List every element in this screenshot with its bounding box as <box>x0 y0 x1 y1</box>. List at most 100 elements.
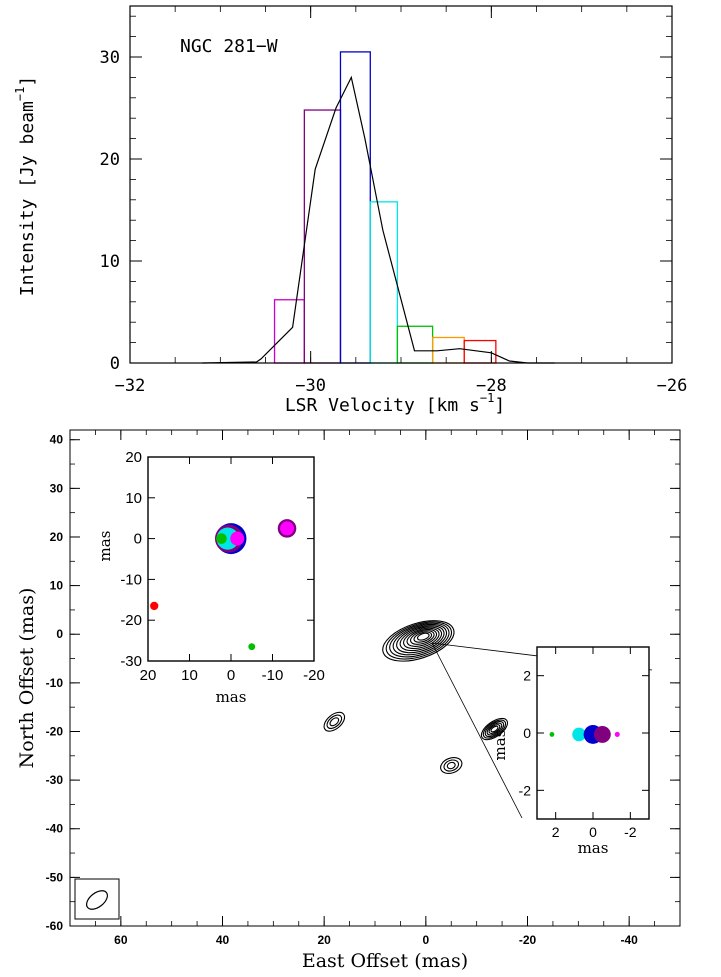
contour-level <box>490 725 499 733</box>
inset-x-tick-label: 0 <box>589 824 597 840</box>
beam-frame <box>74 878 120 920</box>
map-x-ticks: 60 40 20 0 -20 -40 <box>69 430 681 947</box>
spectrum-panel: −32 −30 −28 −26 0 10 20 30 NGC 281−W LSR Veloc… <box>13 5 688 416</box>
contour-level <box>440 757 463 774</box>
map-y-tick-label: -60 <box>46 919 64 933</box>
spectrum-x-tick-label: −30 <box>295 376 326 396</box>
map-x-tick-label: 40 <box>216 933 230 947</box>
contour-level <box>410 630 435 645</box>
beam-box <box>74 878 120 920</box>
contour-level <box>488 724 501 734</box>
contour-level <box>480 717 509 741</box>
contour-level <box>396 625 445 654</box>
map-y-tick-label: 40 <box>50 433 64 447</box>
inset-y-tick-label: -10 <box>120 571 142 588</box>
contour-level <box>413 631 433 643</box>
maser-spot <box>230 531 245 546</box>
inset-y-tick-label: -2 <box>519 782 532 798</box>
spectrum-y-axis-label: Intensity [Jy beam−1] <box>13 76 38 296</box>
contour-level <box>486 722 503 736</box>
spectrum-x-axis-label-sup: −1 <box>480 391 494 405</box>
contour-level <box>323 711 346 732</box>
spectrum-x-axis-label: LSR Velocity [km s−1] <box>285 391 505 416</box>
inset-wide-x-ticks: 20 10 0 -10 -20 <box>140 457 325 684</box>
contour-level <box>326 714 343 729</box>
histogram-bar <box>396 325 434 364</box>
spectrum-annotation: NGC 281−W <box>180 36 278 57</box>
maser-spot <box>572 727 586 742</box>
maser-spot <box>150 601 159 611</box>
inset-x-tick-label: 20 <box>140 667 157 684</box>
inset-wide-points <box>150 519 297 651</box>
contour-level <box>482 719 507 739</box>
inset-y-tick-label: 2 <box>523 668 531 684</box>
map-y-axis-label: North Offset (mas) <box>16 588 38 769</box>
spectrum-x-axis-label-main: LSR Velocity [km s <box>285 395 480 416</box>
contour-level <box>389 622 450 658</box>
spectrum-y-tick-label: 10 <box>100 252 120 272</box>
inset-x-tick-label: 10 <box>181 667 198 684</box>
contour-level <box>406 628 438 647</box>
map-y-tick-label: 10 <box>50 579 64 593</box>
inset-zoom-x-ticks: 2 0 -2 <box>552 647 637 840</box>
map-y-tick-label: 30 <box>50 481 64 495</box>
maser-spot <box>614 731 620 737</box>
histogram-bar <box>273 299 305 364</box>
histogram-bar <box>339 51 371 364</box>
inset-zoom-panel: 2 0 -2 2 0 -2 mas mas <box>491 646 650 857</box>
spectrum-y-axis-label-close: ] <box>17 76 38 87</box>
inset-wide-panel: 20 10 0 -10 -20 20 10 0 -10 -20 -30 mas mas <box>96 449 325 706</box>
spectrum-y-ticks: 0 10 20 30 <box>100 15 672 374</box>
inset-zoom-x-axis-label: mas <box>578 839 609 857</box>
inset-zoom-y-ticks: 2 0 -2 <box>519 668 649 798</box>
inset-zoom-points <box>549 725 620 744</box>
spectrum-plot-frame <box>129 5 673 364</box>
inset-y-tick-label: 0 <box>134 531 142 548</box>
maser-spot <box>248 643 256 651</box>
contour-level <box>416 632 430 641</box>
maser-spot <box>549 732 555 737</box>
map-contours <box>323 620 509 774</box>
map-y-tick-label: -10 <box>46 676 64 690</box>
inset-wide-y-axis-label: mas <box>96 531 114 562</box>
contour-level <box>329 717 340 727</box>
maser-spot <box>280 521 294 536</box>
spectrum-x-tick-label: −26 <box>657 376 688 396</box>
spectrum-y-tick-label: 30 <box>100 48 120 68</box>
map-x-axis-label: East Offset (mas) <box>302 950 468 972</box>
contour-level <box>392 623 448 656</box>
map-panel: 60 40 20 0 -20 -40 403020100-10-20-30-40-50-6… <box>16 429 681 972</box>
spectrum-x-axis-label-close: ] <box>494 395 505 416</box>
inset-y-tick-label: -20 <box>120 612 142 629</box>
inset-y-tick-label: -30 <box>120 653 142 670</box>
map-x-tick-label: -40 <box>620 933 638 947</box>
spectrum-x-tick-label: −32 <box>115 376 146 396</box>
map-y-tick-label: 20 <box>50 530 64 544</box>
map-y-tick-label: -20 <box>46 724 64 738</box>
contour-level <box>446 761 456 770</box>
contour-level <box>399 626 443 652</box>
map-y-tick-label: -50 <box>46 870 64 884</box>
inset-y-tick-label: 10 <box>125 490 142 507</box>
spectrum-y-axis-label-sup: −1 <box>13 87 27 101</box>
contour-level <box>385 621 453 660</box>
inset-wide-y-ticks: 20 10 0 -10 -20 -30 <box>120 449 314 670</box>
histogram-bar <box>369 201 399 364</box>
spectrum-y-axis-label-main: Intensity [Jy beam <box>17 101 38 296</box>
inset-wide-x-axis-label: mas <box>216 688 247 706</box>
map-y-tick-label: -30 <box>46 773 64 787</box>
map-x-tick-label: 0 <box>422 933 429 947</box>
inset-x-tick-label: -20 <box>303 667 325 684</box>
inset-x-tick-label: 2 <box>552 824 560 840</box>
contour-level <box>443 759 460 772</box>
contour-level <box>403 627 440 650</box>
spectrum-x-ticks: −32 −30 −28 −26 <box>115 6 688 396</box>
zoom-connector-lower <box>431 642 523 819</box>
map-y-tick-label: 0 <box>56 627 63 641</box>
beam-ellipse <box>86 890 108 910</box>
spectrum-y-tick-label: 0 <box>110 354 120 374</box>
inset-y-tick-label: 0 <box>523 725 531 741</box>
inset-zoom-y-axis-label: mas <box>491 730 509 761</box>
spectrum-y-tick-label: 20 <box>100 150 120 170</box>
